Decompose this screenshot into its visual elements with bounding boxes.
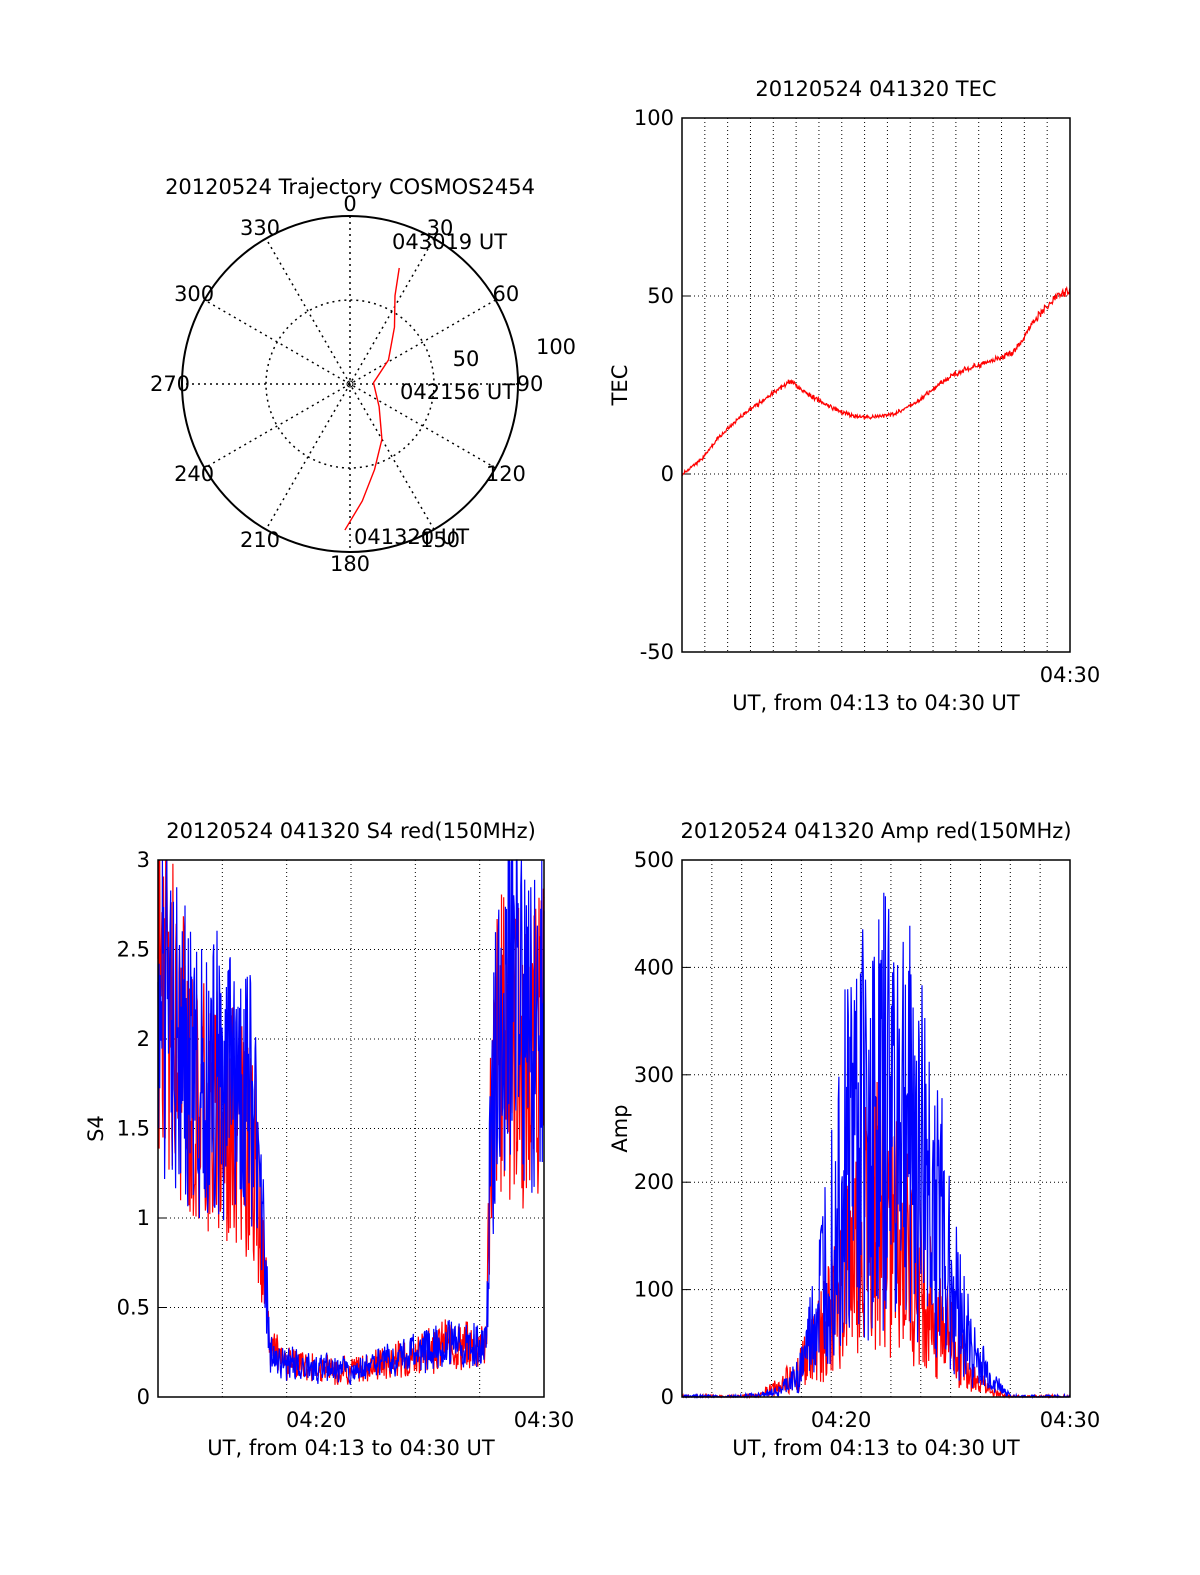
azimuth-label: 60 xyxy=(493,282,520,306)
azimuth-label: 90 xyxy=(517,372,544,396)
azimuth-label: 270 xyxy=(150,372,190,396)
line-chart-2: 20120524 041320 S4 red(150MHz) 3 2.5 2 1.5 1 0… xyxy=(84,819,574,1460)
x-tick-label: 04:30 xyxy=(1040,1408,1101,1432)
plot-frame xyxy=(681,859,1071,1398)
series-blue xyxy=(157,859,545,1385)
azimuth-label: 240 xyxy=(174,462,214,486)
y-tick-label: 0.5 xyxy=(117,1296,150,1320)
y-tick-label: 1.5 xyxy=(117,1117,150,1141)
y-tick-label: 2.5 xyxy=(117,938,150,962)
y-tick-label: 300 xyxy=(634,1063,674,1087)
y-tick-label: 500 xyxy=(634,848,674,872)
chart-title: 20120524 041320 TEC xyxy=(755,77,996,101)
y-tick-label: 400 xyxy=(634,955,674,979)
trajectory-line xyxy=(344,267,400,531)
y-tick-label: 0 xyxy=(661,462,674,486)
azimuth-label: 330 xyxy=(240,216,280,240)
y-tick-label: 200 xyxy=(634,1170,674,1194)
line-chart-3: 20120524 041320 Amp red(150MHz)500 400 300… xyxy=(608,819,1100,1460)
series-TEC xyxy=(681,285,1071,477)
azimuth-label: 300 xyxy=(174,282,214,306)
azimuth-label: 30 xyxy=(427,216,454,240)
azimuth-label: 0 xyxy=(343,192,356,216)
y-axis-label: TEC xyxy=(608,365,632,407)
azimuth-label: 180 xyxy=(330,552,370,576)
y-tick-label: 2 xyxy=(137,1027,150,1051)
y-tick-label: 1 xyxy=(137,1206,150,1230)
x-tick-label: 04:30 xyxy=(514,1408,575,1432)
y-tick-label: -50 xyxy=(640,640,674,664)
series-blue xyxy=(681,892,1071,1400)
polar-spoke xyxy=(265,238,435,530)
azimuth-label: 210 xyxy=(240,528,280,552)
y-axis-label: S4 xyxy=(84,1115,108,1142)
y-tick-label: 3 xyxy=(137,848,150,872)
y-tick-label: 0 xyxy=(137,1385,150,1409)
y-axis-label: Amp xyxy=(608,1104,632,1152)
line-chart-1: 20120524 041320 TEC 100 50 0 -50 04:30 UT, fro… xyxy=(608,77,1100,715)
chart-title: 20120524 041320 S4 red(150MHz) xyxy=(166,819,536,843)
plot-frame xyxy=(157,859,545,1398)
plot-frame xyxy=(681,117,1071,653)
x-axis-label: UT, from 04:13 to 04:30 UT xyxy=(732,1436,1020,1460)
y-tick-label: 0 xyxy=(661,1385,674,1409)
x-tick-label: 04:30 xyxy=(1040,663,1101,687)
x-axis-label: UT, from 04:13 to 04:30 UT xyxy=(732,691,1020,715)
time-annotation: 041320 UT xyxy=(354,525,469,549)
x-tick-label: 04:20 xyxy=(286,1408,347,1432)
radial-label: 100 xyxy=(536,335,576,359)
azimuth-label: 150 xyxy=(420,528,460,552)
y-tick-label: 50 xyxy=(647,284,674,308)
chart-title: 20120524 041320 Amp red(150MHz) xyxy=(680,819,1071,843)
x-axis-label: UT, from 04:13 to 04:30 UT xyxy=(207,1436,495,1460)
polar-center xyxy=(346,380,354,388)
time-annotation: 042156 UT xyxy=(400,380,515,404)
chart-title: 20120524 Trajectory COSMOS2454 xyxy=(165,175,535,199)
radial-label: 50 xyxy=(453,347,480,371)
azimuth-label: 120 xyxy=(486,462,526,486)
time-annotation: 043019 UT xyxy=(392,230,507,254)
y-tick-label: 100 xyxy=(634,1278,674,1302)
x-tick-label: 04:20 xyxy=(811,1408,872,1432)
y-tick-label: 100 xyxy=(634,106,674,130)
